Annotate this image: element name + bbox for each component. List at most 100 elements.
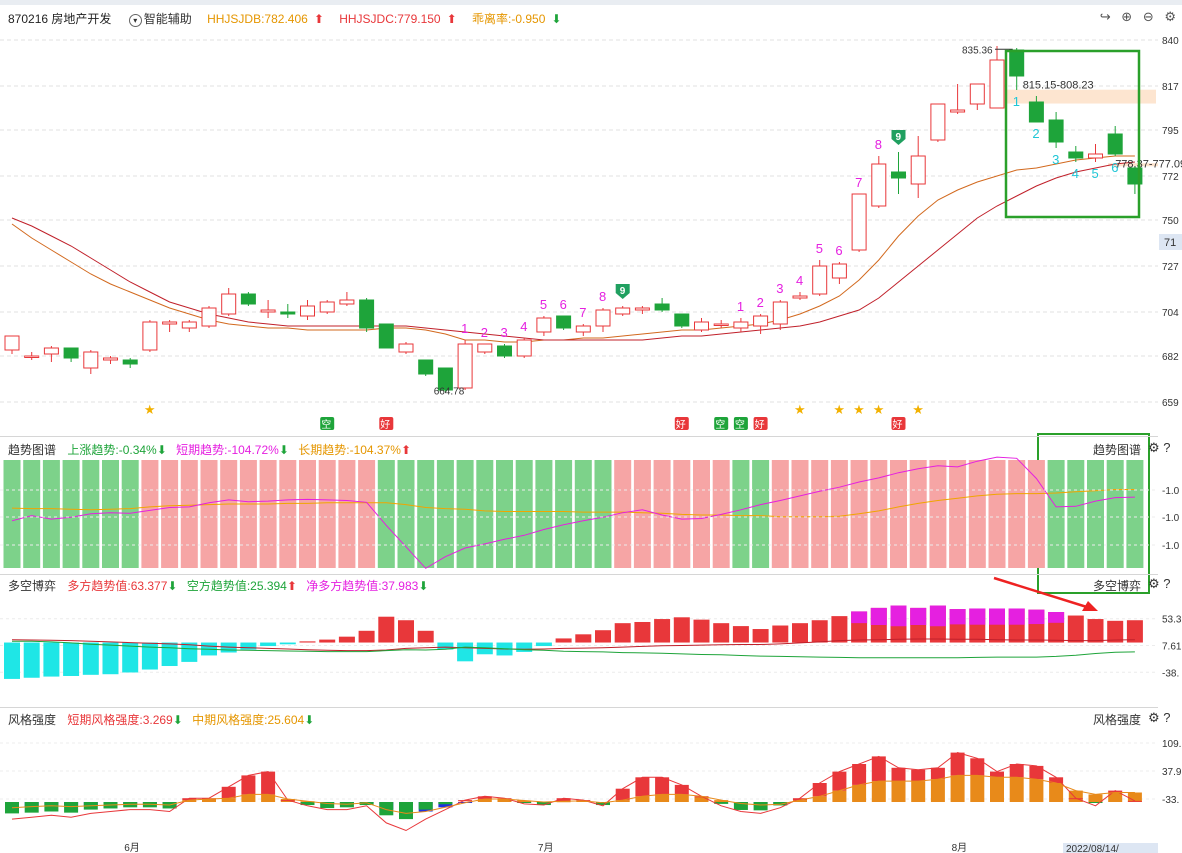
current-price-box xyxy=(1159,234,1182,250)
candle-body xyxy=(418,359,434,375)
settings-icon[interactable]: ⚙ xyxy=(1148,440,1160,455)
mid-strength-bar xyxy=(615,800,630,802)
trend-panel-name: 趋势图谱 xyxy=(1093,443,1142,457)
candle-body xyxy=(930,103,946,141)
highlight-box xyxy=(1004,49,1141,219)
short-strength-line xyxy=(11,752,1136,832)
mid-strength-bar xyxy=(1088,794,1103,802)
mid-strength-bar xyxy=(261,794,276,802)
mid-strength-bar xyxy=(477,798,492,802)
arrow-down-icon: ⬇ xyxy=(418,579,429,593)
share-icon[interactable]: ↪ xyxy=(1099,9,1111,24)
price-tick-label: 659 xyxy=(1162,398,1179,409)
mid-strength-bar xyxy=(1108,792,1123,802)
trend-bar xyxy=(1027,460,1045,568)
count-label: 8 xyxy=(599,289,606,304)
candle-body xyxy=(615,307,631,315)
mid-strength-bar xyxy=(832,790,847,802)
separator xyxy=(0,436,1158,437)
signal-tag-label: 空 xyxy=(715,418,725,431)
candle-body xyxy=(497,345,512,357)
short-strength-bar xyxy=(536,802,551,806)
mid-strength-bar xyxy=(438,802,453,808)
signal-tag-label: 好 xyxy=(676,419,686,431)
short-strength-bar xyxy=(871,756,886,782)
net-trend-bar xyxy=(693,619,710,643)
game-panel-icons: ⚙ ? xyxy=(1148,576,1171,592)
trend-bar xyxy=(988,460,1006,568)
net-trend-bar xyxy=(732,626,749,643)
count-label: 4 xyxy=(1072,166,1079,181)
settings-icon[interactable]: ⚙ xyxy=(1164,9,1176,24)
net-trend-bar xyxy=(161,642,178,667)
trend-bar xyxy=(220,460,238,568)
game-panel-name: 多空博弈 xyxy=(1093,579,1142,593)
net-trend-bar xyxy=(338,636,355,643)
trend-bar xyxy=(909,460,927,568)
candle-body xyxy=(1048,119,1064,143)
count-label: 5 xyxy=(540,297,547,312)
mid-strength-bar xyxy=(182,800,197,802)
short-strength-bar xyxy=(477,796,492,799)
help-icon[interactable]: ? xyxy=(1163,576,1171,591)
chart-tools: ↪ ⊕ ⊖ ⚙ xyxy=(1093,9,1176,25)
assist-toggle[interactable]: ▾ 智能辅助 xyxy=(128,12,201,27)
zoom-in-icon[interactable]: ⊕ xyxy=(1121,9,1133,24)
net-trend-bar xyxy=(831,616,848,643)
trend-tick-label: -1.0 xyxy=(1162,486,1180,497)
game-tick-label: 7.61 xyxy=(1162,642,1182,653)
mid-strength-bar xyxy=(990,777,1004,802)
zoom-out-icon[interactable]: ⊖ xyxy=(1142,9,1154,24)
trend-bar xyxy=(1106,460,1124,568)
count-label: 1 xyxy=(737,299,744,314)
short-strength-bar xyxy=(438,802,453,805)
style-tick-label: 37.9 xyxy=(1162,767,1182,778)
net-trend-bar-top xyxy=(1048,612,1065,623)
count-label: 3 xyxy=(501,325,508,340)
style-tick-label: 109. xyxy=(1162,739,1181,750)
short-strength-bar xyxy=(812,783,827,797)
trend-bar xyxy=(633,460,651,568)
candle-body xyxy=(103,357,118,361)
x-axis-label: 8月 xyxy=(952,842,968,853)
candle-body xyxy=(83,351,99,369)
mid-strength-bar xyxy=(517,800,532,802)
zone1-label: 815.15-808.23 xyxy=(1023,80,1094,92)
resistance-zone xyxy=(1006,89,1156,104)
trend-bar xyxy=(161,460,179,568)
net-trend-bar xyxy=(437,642,454,650)
settings-icon[interactable]: ⚙ xyxy=(1148,710,1160,725)
signal-tag-label: 好 xyxy=(380,419,390,431)
net-trend-bar xyxy=(457,642,474,662)
net-trend-bar xyxy=(279,642,296,645)
signal-tag-label: 好 xyxy=(755,419,765,431)
trend-tick-label: -1.0 xyxy=(1162,513,1180,524)
net-trend-bar-top xyxy=(1028,609,1045,625)
short-strength-bar xyxy=(379,802,394,816)
net-trend-bar xyxy=(752,629,769,643)
candle-body xyxy=(654,303,670,311)
net-trend-bar xyxy=(43,642,60,677)
candle-body xyxy=(319,301,335,313)
candle-body xyxy=(181,321,197,329)
net-trend-bar xyxy=(555,638,572,643)
help-icon[interactable]: ? xyxy=(1163,710,1171,725)
settings-icon[interactable]: ⚙ xyxy=(1148,576,1160,591)
mid-strength-bar xyxy=(871,781,886,802)
net-trend-bar xyxy=(417,630,434,643)
trend-bar xyxy=(929,460,947,568)
candle-body xyxy=(437,367,453,391)
short-strength-bar xyxy=(418,802,433,810)
candle-body xyxy=(1068,151,1084,159)
count-label: 2 xyxy=(757,295,764,310)
net-trend-bar xyxy=(595,630,611,643)
mid-strength-bar xyxy=(1009,777,1024,802)
arrow-up-icon: ⬆ xyxy=(286,579,297,593)
trend-panel-title: 趋势图谱 上涨趋势:-0.34%⬇ 短期趋势:-104.72%⬇ 长期趋势:-1… xyxy=(8,443,412,457)
trend-panel-icons: ⚙ ? xyxy=(1148,440,1171,456)
help-icon[interactable]: ? xyxy=(1163,440,1171,455)
trend-bar xyxy=(771,460,789,568)
trend-bar xyxy=(200,460,218,568)
nine-badge xyxy=(615,284,630,299)
mid-strength-bar xyxy=(812,796,827,802)
